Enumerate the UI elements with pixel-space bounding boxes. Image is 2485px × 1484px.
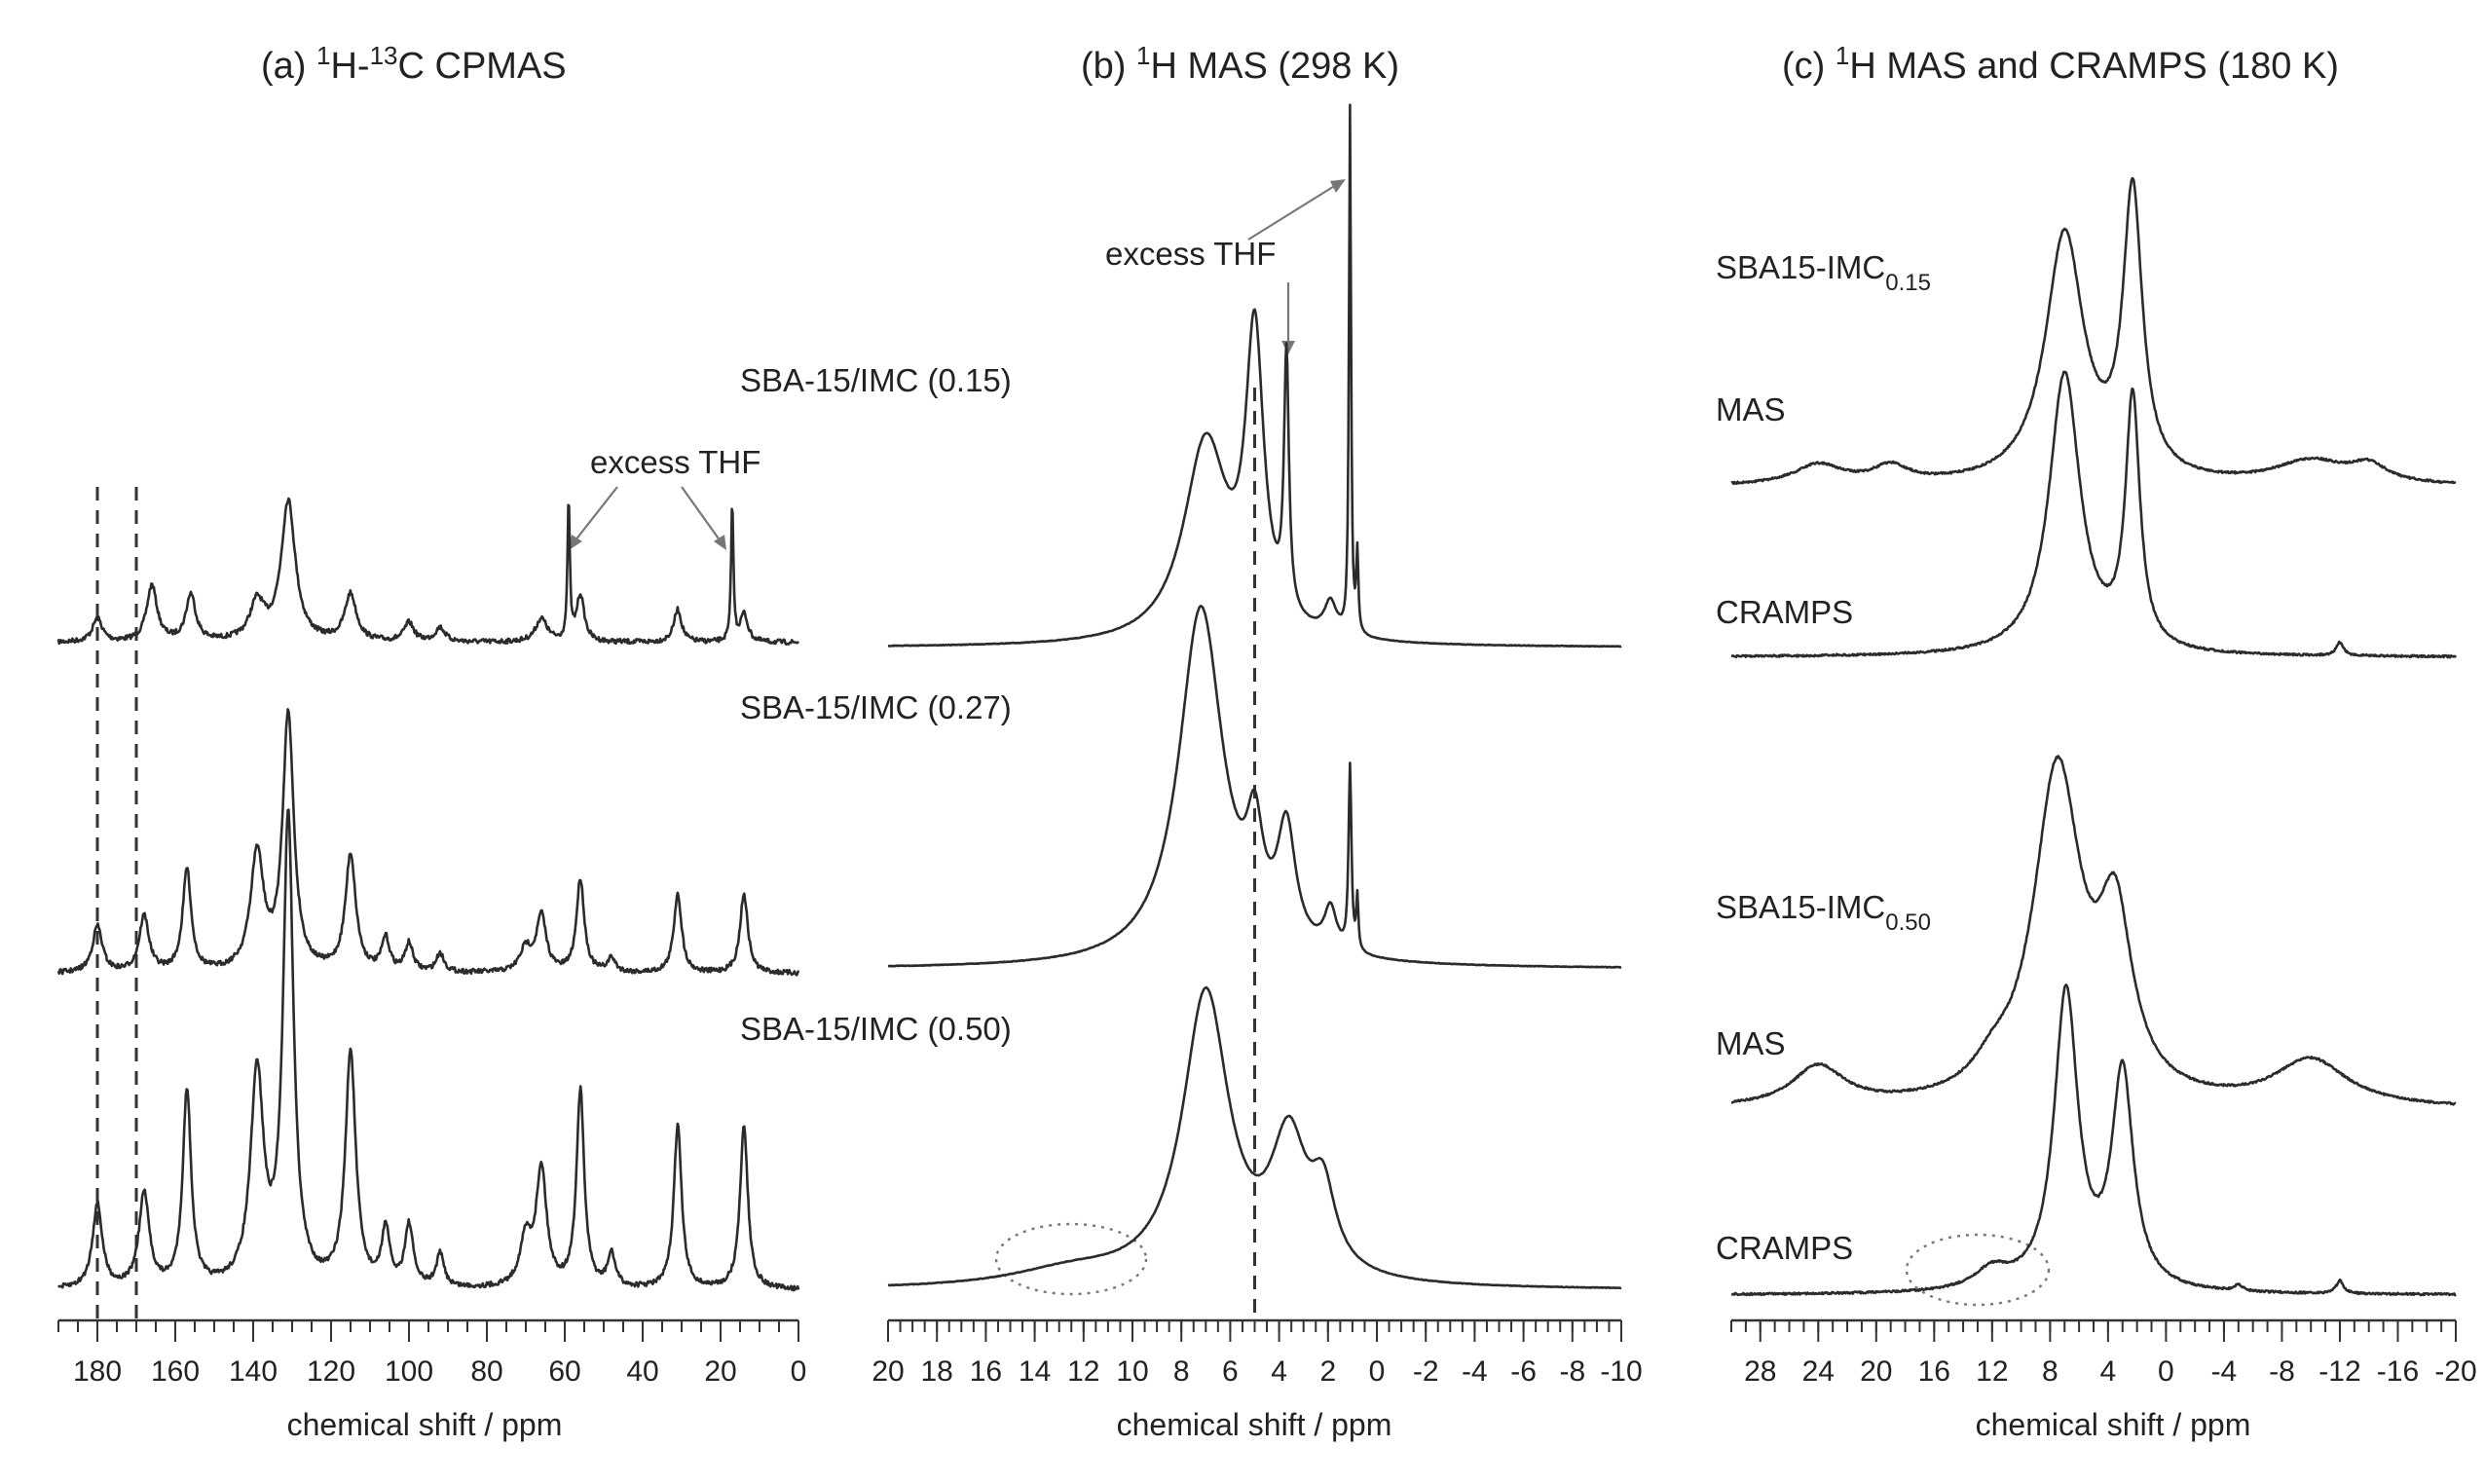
tick-label: 2 (1319, 1355, 1336, 1388)
b-excess-thf-label: excess THF (1105, 236, 1276, 272)
tick-label: 180 (73, 1355, 122, 1388)
spectrum-c-4 (1730, 983, 2457, 1297)
spectrum-b-3 (887, 985, 1622, 1290)
tick-label: 12 (1976, 1355, 2008, 1388)
tick-label: 80 (470, 1355, 502, 1388)
a-label-027: SBA-15/IMC (0.27) (740, 689, 1012, 725)
tick-label: 160 (151, 1355, 200, 1388)
c-cramps-label-1: CRAMPS (1716, 594, 1853, 630)
tick-label: -8 (2269, 1355, 2295, 1388)
b-highlight-ellipse (994, 1222, 1148, 1296)
tick-label: 140 (229, 1355, 278, 1388)
c-mas-label-1: MAS (1716, 391, 1786, 427)
a-thf-arrows (569, 486, 726, 550)
tick-label: 100 (385, 1355, 433, 1388)
c-highlight-ellipse (1905, 1233, 2051, 1307)
tick-label: -20 (2434, 1355, 2476, 1388)
tick-label: 8 (2042, 1355, 2058, 1388)
tick-label: -4 (2211, 1355, 2238, 1388)
tick-label: 4 (2100, 1355, 2117, 1388)
spectrum-c-3 (1730, 755, 2457, 1106)
b-thf-arrows (1247, 179, 1346, 354)
tick-label: 4 (1271, 1355, 1287, 1388)
tick-label: -4 (1462, 1355, 1488, 1388)
panel-c-title: (c) 1H MAS and CRAMPS (180 K) (1782, 41, 2339, 87)
spectrum-c-1 (1730, 176, 2457, 486)
a-xlabel: chemical shift / ppm (287, 1407, 563, 1442)
tick-label: 14 (1019, 1355, 1051, 1388)
tick-label: 12 (1067, 1355, 1099, 1388)
tick-label: 40 (626, 1355, 658, 1388)
c-sample-label-050: SBA15-IMC0.50 (1716, 889, 1931, 936)
tick-label: 16 (1918, 1355, 1950, 1388)
tick-label: 60 (548, 1355, 580, 1388)
tick-label: 8 (1173, 1355, 1190, 1388)
tick-label: 20 (872, 1355, 904, 1388)
b-xlabel: chemical shift / ppm (1117, 1407, 1392, 1442)
spectrum-a-2 (56, 708, 800, 977)
spectrum-a-1 (56, 497, 800, 646)
tick-label: 16 (970, 1355, 1002, 1388)
tick-label: -8 (1559, 1355, 1585, 1388)
spectrum-a-3 (56, 808, 800, 1292)
tick-label: -6 (1510, 1355, 1537, 1388)
panel-b-title: (b) 1H MAS (298 K) (1081, 41, 1399, 87)
a-excess-thf-label: excess THF (590, 444, 760, 480)
tick-label: -16 (2377, 1355, 2419, 1388)
tick-label: -12 (2318, 1355, 2360, 1388)
c-cramps-label-2: CRAMPS (1716, 1230, 1853, 1266)
a-label-050: SBA-15/IMC (0.50) (740, 1011, 1012, 1047)
c-xlabel: chemical shift / ppm (1976, 1407, 2251, 1442)
tick-label: 18 (921, 1355, 953, 1388)
tick-label: 0 (791, 1355, 807, 1388)
tick-label: 28 (1744, 1355, 1776, 1388)
a-label-015: SBA-15/IMC (0.15) (740, 362, 1012, 398)
spectrum-b-2 (887, 605, 1622, 969)
panel-a-title: (a) 1H-13C CPMAS (261, 41, 567, 87)
tick-label: 24 (1802, 1355, 1835, 1388)
tick-label: 6 (1222, 1355, 1239, 1388)
tick-label: 10 (1116, 1355, 1148, 1388)
spectrum-c-2 (1730, 370, 2458, 659)
tick-label: 20 (1860, 1355, 1892, 1388)
c-mas-label-2: MAS (1716, 1025, 1786, 1061)
tick-label: -10 (1600, 1355, 1642, 1388)
tick-label: 0 (2158, 1355, 2174, 1388)
c-sample-label-015: SBA15-IMC0.15 (1716, 249, 1931, 296)
spectrum-b-1 (887, 103, 1622, 649)
tick-label: 20 (704, 1355, 736, 1388)
tick-label: -2 (1413, 1355, 1439, 1388)
plots: 180 160 140 120 100 80 60 40 20 0 20 18 16 14 12 10 8 6 4 2… (56, 103, 2477, 1388)
tick-label: 0 (1369, 1355, 1386, 1388)
tick-label: 120 (307, 1355, 355, 1388)
